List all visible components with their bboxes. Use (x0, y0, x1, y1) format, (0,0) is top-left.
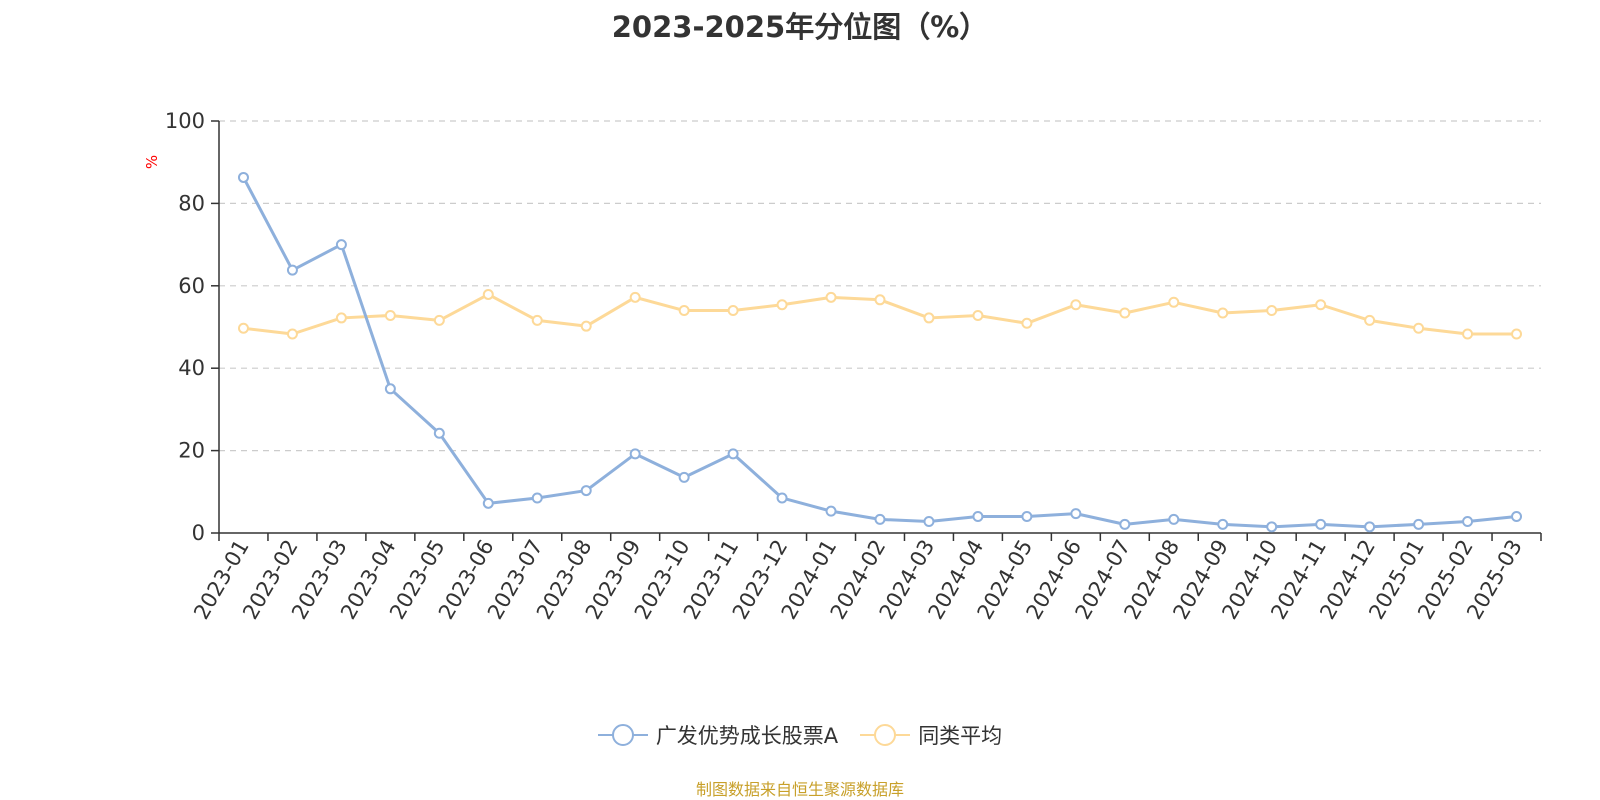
data-point-series-1 (1413, 518, 1425, 530)
data-point-series-2 (1119, 307, 1131, 319)
data-point-series-1 (1266, 521, 1278, 533)
data-point-series-2 (335, 312, 347, 324)
data-point-series-2 (1315, 299, 1327, 311)
y-tick-label: 20 (178, 439, 205, 463)
legend-item-series-2[interactable]: 同类平均 (860, 720, 1002, 750)
data-point-series-1 (1168, 513, 1180, 525)
data-point-series-1 (776, 492, 788, 504)
data-point-series-1 (923, 515, 935, 527)
data-point-series-1 (874, 513, 886, 525)
y-tick-label: 40 (178, 356, 205, 380)
series-line-1 (241, 175, 1519, 529)
data-point-series-1 (237, 171, 249, 183)
legend-item-series-1[interactable]: 广发优势成长股票A (597, 720, 839, 750)
legend-marker-series-2 (860, 724, 911, 746)
data-point-series-1 (335, 239, 347, 251)
data-point-series-2 (1021, 317, 1033, 329)
data-point-series-1 (972, 511, 984, 523)
data-point-series-2 (384, 309, 396, 321)
data-point-series-1 (433, 427, 445, 439)
data-point-series-2 (1070, 299, 1082, 311)
y-tick-label: 0 (192, 521, 205, 545)
data-point-series-2 (1511, 328, 1523, 340)
data-point-series-2 (1217, 307, 1229, 319)
y-axis-label: % (143, 155, 161, 169)
y-tick-label: 60 (178, 274, 205, 298)
data-point-series-2 (531, 314, 543, 326)
data-point-series-1 (580, 485, 592, 497)
data-point-series-2 (923, 312, 935, 324)
data-point-series-2 (286, 328, 298, 340)
data-point-series-1 (678, 471, 690, 483)
data-point-series-2 (482, 288, 494, 300)
data-point-series-2 (727, 305, 739, 317)
data-point-series-2 (1413, 322, 1425, 334)
data-point-series-1 (482, 497, 494, 509)
data-point-series-2 (237, 322, 249, 334)
data-point-series-1 (531, 492, 543, 504)
data-point-series-1 (1021, 511, 1033, 523)
data-point-series-2 (972, 309, 984, 321)
y-tick-label: 100 (165, 109, 205, 133)
data-point-series-2 (1364, 314, 1376, 326)
data-point-series-1 (1364, 521, 1376, 533)
data-point-series-2 (678, 305, 690, 317)
data-point-series-2 (1462, 328, 1474, 340)
data-point-series-2 (825, 291, 837, 303)
data-point-series-1 (1217, 518, 1229, 530)
data-point-series-2 (776, 299, 788, 311)
data-point-series-1 (727, 448, 739, 460)
data-point-series-1 (1070, 508, 1082, 520)
data-point-series-1 (1315, 518, 1327, 530)
data-point-series-2 (874, 294, 886, 306)
legend-label-series-2: 同类平均 (918, 724, 1003, 748)
data-point-series-1 (629, 448, 641, 460)
data-point-series-2 (580, 320, 592, 332)
data-point-series-2 (433, 314, 445, 326)
legend: 广发优势成长股票A 同类平均 (0, 720, 1600, 750)
data-point-series-2 (1168, 296, 1180, 308)
y-tick-label: 80 (178, 191, 205, 215)
chart-title: 2023-2025年分位图（%） (611, 10, 989, 44)
data-point-series-1 (1119, 518, 1131, 530)
data-point-series-1 (286, 264, 298, 276)
data-point-series-2 (1266, 305, 1278, 317)
data-point-series-1 (1462, 515, 1474, 527)
data-source-note: 制图数据来自恒生聚源数据库 (695, 780, 904, 799)
legend-marker-series-1 (597, 724, 648, 746)
data-point-series-1 (1511, 511, 1523, 523)
data-point-series-1 (825, 505, 837, 517)
data-point-series-2 (629, 291, 641, 303)
legend-label-series-1: 广发优势成长股票A (655, 724, 839, 748)
data-point-series-1 (384, 383, 396, 395)
